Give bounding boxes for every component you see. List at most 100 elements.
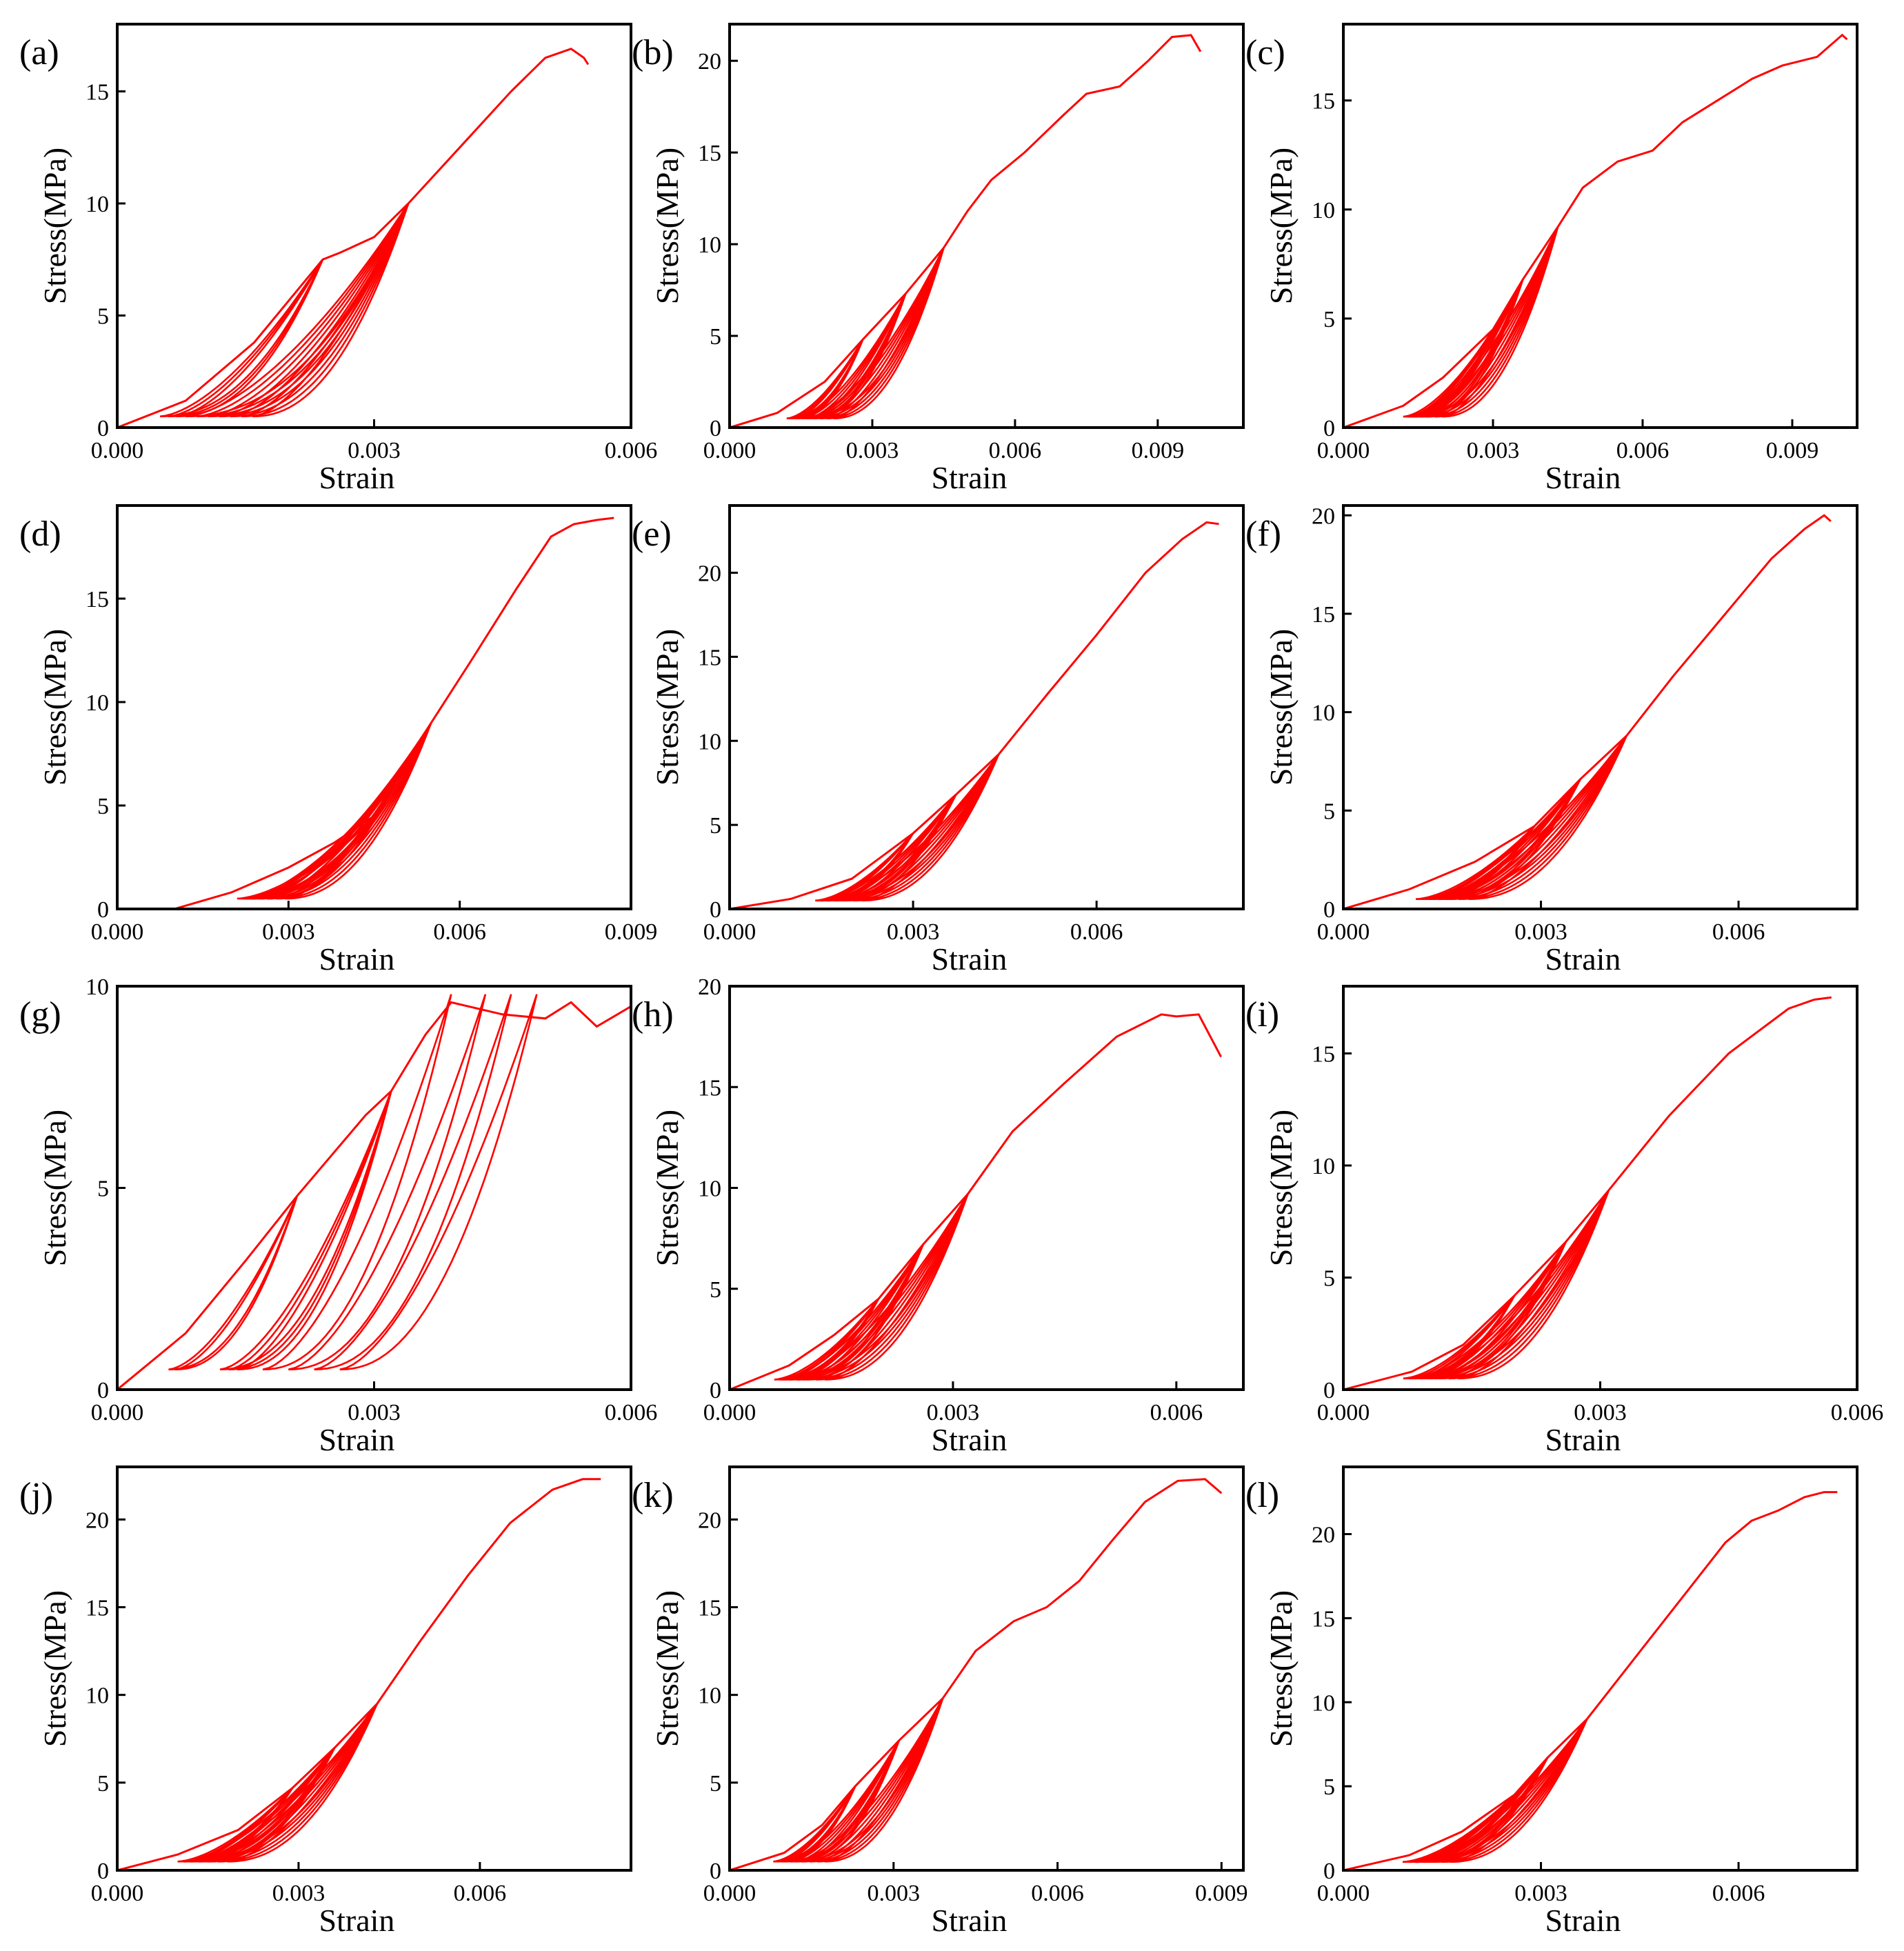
axes-frame	[116, 1465, 632, 1872]
x-axis-title: Strain	[1545, 941, 1621, 977]
loop-2-4	[833, 247, 945, 419]
loop-2-4	[861, 754, 1000, 902]
y-tick-label: 10	[86, 974, 109, 1000]
x-tick-label: 0.003	[927, 1400, 980, 1425]
hysteresis-loops	[1403, 1190, 1610, 1380]
x-tick-label: 0.006	[1712, 919, 1765, 945]
y-tick-label: 10	[86, 192, 109, 217]
x-tick-label: 0.006	[1031, 1881, 1084, 1906]
x-axis-title: Strain	[932, 941, 1008, 977]
y-tick-label: 20	[86, 1508, 109, 1533]
y-axis-title: Stress(MPa)	[1263, 1590, 1299, 1747]
loop-0-1	[174, 1195, 299, 1371]
loop-2-3	[275, 722, 432, 900]
loop-2-1	[1424, 1718, 1588, 1863]
loop-2-4	[285, 722, 432, 900]
loop-2-4	[227, 1703, 379, 1863]
x-tick-label: 0.000	[91, 919, 144, 945]
loop-2-2	[1448, 735, 1627, 900]
axes-frame	[728, 23, 1245, 429]
y-tick-label: 5	[1323, 1774, 1335, 1800]
loop-2-0	[1420, 1190, 1610, 1380]
loop-2-2	[810, 1698, 944, 1863]
y-tick-label: 15	[1312, 89, 1335, 114]
y-tick-label: 5	[1323, 1266, 1335, 1292]
y-tick-label: 5	[710, 324, 721, 350]
loop-1-0	[784, 1740, 900, 1863]
x-axis-title: Strain	[319, 1422, 395, 1457]
y-tick-label: 5	[97, 794, 109, 819]
loop-2-0	[1429, 735, 1627, 900]
panel-c: 0.000 0.003 0.006 0.009 0 5 10 15 Strain Stress(M…	[1245, 23, 1858, 495]
series-line-f	[1343, 514, 1832, 909]
loop-1-1	[828, 794, 957, 902]
axes-frame	[116, 504, 632, 910]
y-tick-label: 10	[1312, 198, 1335, 223]
loop-2-2	[1432, 1718, 1588, 1863]
x-axis-title: Strain	[932, 460, 1008, 495]
loop-1-4	[230, 203, 410, 418]
y-axis-title: Stress(MPa)	[650, 1590, 685, 1747]
y-tick-label: 20	[1312, 1523, 1335, 1548]
loop-2-3	[217, 1703, 379, 1863]
panel-label: (l)	[1245, 1476, 1279, 1515]
y-tick-label: 0	[1323, 416, 1335, 441]
loop-2-3	[816, 1698, 944, 1863]
loop-2-4	[824, 1698, 944, 1863]
loop-1-2	[259, 768, 404, 900]
loop-2-2	[1427, 226, 1559, 418]
axes-frame	[1342, 23, 1858, 429]
panel-h: 0.000 0.003 0.006 0 5 10 15 20 Strain Stress(MPa)…	[632, 974, 1245, 1457]
panel-label: (j)	[19, 1476, 53, 1515]
y-axis-title: Stress(MPa)	[650, 629, 685, 786]
y-tick-label: 10	[1312, 701, 1335, 726]
loop-2-0	[248, 722, 432, 900]
loop-0-0	[168, 1195, 299, 1371]
y-tick-label: 5	[97, 1771, 109, 1797]
y-axis-title: Stress(MPa)	[1263, 1110, 1299, 1266]
loop-2-0	[789, 1193, 969, 1381]
series-line-h	[730, 1013, 1222, 1390]
x-tick-label: 0.000	[703, 1400, 756, 1425]
y-tick-label: 20	[698, 1508, 721, 1533]
loop-1-6	[252, 203, 410, 418]
x-tick-label: 0.006	[1616, 438, 1670, 463]
loop-0-0	[1416, 826, 1536, 900]
loop-1-0	[183, 1747, 336, 1863]
panel-label: (e)	[632, 514, 672, 554]
x-tick-label: 0.000	[1317, 438, 1370, 463]
panel-g: 0.000 0.003 0.006 0 5 10 Strain Stress(MPa) (g)	[19, 974, 657, 1457]
x-tick-label: 0.006	[433, 919, 486, 945]
panel-label: (k)	[632, 1476, 674, 1515]
x-tick-label: 0.000	[1317, 919, 1370, 945]
x-axis-title: Strain	[319, 941, 395, 977]
y-tick-label: 5	[1323, 307, 1335, 332]
axes-frame	[1342, 1465, 1858, 1872]
series-line-c	[1343, 33, 1848, 428]
loop-1-5	[241, 203, 410, 418]
y-tick-label: 10	[86, 690, 109, 716]
loop-5-0	[339, 994, 538, 1371]
y-axis-title: Stress(MPa)	[650, 148, 685, 304]
y-tick-label: 0	[97, 416, 109, 441]
x-tick-label: 0.003	[1574, 1400, 1627, 1425]
panel-f: 0.000 0.003 0.006 0 5 10 15 20 Strain Stress(MPa)…	[1245, 503, 1858, 977]
x-tick-label: 0.006	[1070, 919, 1123, 945]
loop-2-3	[1448, 1190, 1610, 1380]
x-tick-label: 0.003	[348, 438, 401, 463]
loop-2-1	[257, 722, 432, 900]
y-axis-title: Stress(MPa)	[1263, 629, 1299, 786]
panel-label: (d)	[19, 514, 61, 554]
series-line-k	[730, 1478, 1223, 1870]
loop-0-0	[773, 1785, 856, 1863]
y-tick-label: 15	[86, 80, 109, 106]
loop-1-2	[237, 1090, 392, 1371]
hysteresis-loops	[168, 994, 538, 1371]
loop-1-1	[1419, 1241, 1567, 1380]
loop-2-0	[794, 1698, 944, 1863]
x-tick-label: 0.009	[605, 919, 658, 945]
loop-1-1	[790, 1740, 900, 1863]
x-tick-label: 0.000	[703, 438, 756, 463]
hysteresis-loops	[1402, 1718, 1588, 1863]
